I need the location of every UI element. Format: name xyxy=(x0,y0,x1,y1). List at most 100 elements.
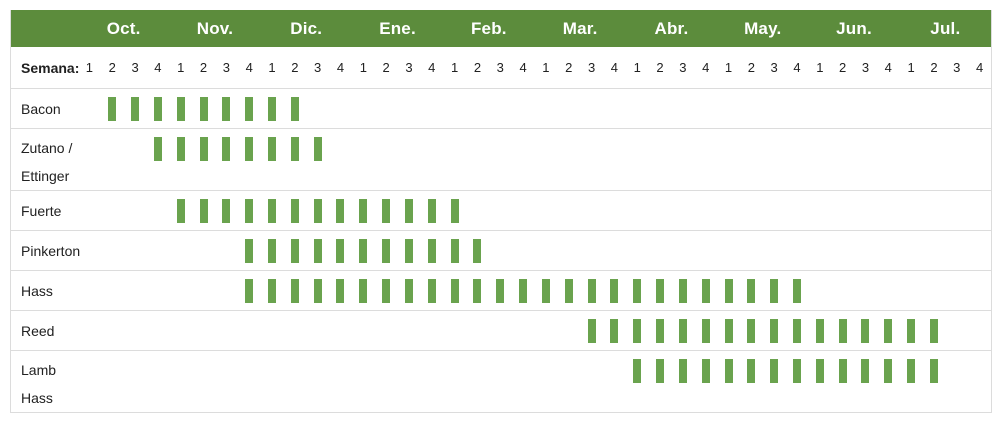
week-number: 3 xyxy=(222,60,230,75)
variety-label: Bacon xyxy=(11,89,78,128)
variety-label-line: Pinkerton xyxy=(21,242,81,259)
week-cell xyxy=(740,231,763,270)
availability-tick xyxy=(290,198,299,223)
week-cell xyxy=(101,271,124,310)
week-cell xyxy=(375,271,398,310)
week-cell xyxy=(420,311,443,350)
week-cell xyxy=(671,231,694,270)
availability-tick xyxy=(382,198,391,223)
availability-tick xyxy=(336,278,345,303)
week-cell xyxy=(808,129,831,190)
week-cell xyxy=(580,129,603,190)
week-cell xyxy=(671,271,694,310)
week-cell xyxy=(215,89,238,128)
week-cell xyxy=(420,351,443,412)
week-cell xyxy=(649,311,672,350)
week-cell xyxy=(443,311,466,350)
week-cell xyxy=(968,351,991,412)
week-cell xyxy=(945,311,968,350)
week-cell xyxy=(238,191,261,230)
week-cell xyxy=(877,89,900,128)
week-cell xyxy=(808,351,831,412)
week-cell xyxy=(306,129,329,190)
availability-tick xyxy=(313,238,322,263)
availability-tick xyxy=(199,96,208,121)
availability-tick xyxy=(473,238,482,263)
week-cell xyxy=(831,89,854,128)
week-cell xyxy=(945,271,968,310)
week-cell xyxy=(854,191,877,230)
availability-tick xyxy=(290,278,299,303)
week-cell xyxy=(763,231,786,270)
variety-row: Zutano / Ettinger xyxy=(11,128,991,190)
week-number: 3 xyxy=(314,60,322,75)
availability-tick xyxy=(587,318,596,343)
week-cell xyxy=(329,129,352,190)
availability-tick xyxy=(907,359,916,383)
week-cell xyxy=(352,271,375,310)
week-cell xyxy=(694,351,717,412)
week-cell xyxy=(535,311,558,350)
week-number: 4 xyxy=(336,60,345,75)
availability-tick xyxy=(815,318,824,343)
variety-label-line: Hass xyxy=(21,390,53,406)
week-cell xyxy=(398,311,421,350)
week-cell xyxy=(671,311,694,350)
week-cell xyxy=(854,351,877,412)
availability-tick xyxy=(222,137,231,161)
availability-tick xyxy=(222,96,231,121)
week-number: 1 xyxy=(542,60,550,75)
week-cell xyxy=(306,191,329,230)
week-cell xyxy=(146,89,169,128)
week-cell xyxy=(763,89,786,128)
availability-tick xyxy=(496,278,505,303)
week-cell xyxy=(489,311,512,350)
week-cell xyxy=(945,231,968,270)
availability-tick xyxy=(770,359,779,383)
availability-tick xyxy=(290,96,299,121)
week-cell xyxy=(557,129,580,190)
week-cell xyxy=(968,271,991,310)
week-number: 3 xyxy=(679,60,687,75)
week-cell xyxy=(124,89,147,128)
week-cell xyxy=(512,311,535,350)
week-cell xyxy=(466,231,489,270)
availability-tick xyxy=(792,278,801,303)
availability-tick xyxy=(701,359,710,383)
week-cell xyxy=(535,89,558,128)
month-label: Ene. xyxy=(379,18,416,38)
week-cell xyxy=(740,271,763,310)
week-cell xyxy=(169,231,192,270)
week-cell xyxy=(580,351,603,412)
week-cell xyxy=(375,351,398,412)
week-cell xyxy=(877,311,900,350)
availability-tick xyxy=(153,137,162,161)
week-cell xyxy=(261,271,284,310)
week-cell xyxy=(831,231,854,270)
availability-tick xyxy=(153,96,162,121)
availability-tick xyxy=(245,278,254,303)
week-number: 4 xyxy=(884,60,892,75)
week-cell xyxy=(649,89,672,128)
week-cell xyxy=(512,89,535,128)
week-cell xyxy=(671,191,694,230)
week-cell xyxy=(352,351,375,412)
week-cell xyxy=(215,271,238,310)
week-cell xyxy=(740,351,763,412)
week-cell xyxy=(466,351,489,412)
availability-tick xyxy=(450,238,459,263)
week-cell xyxy=(786,89,809,128)
week-cell xyxy=(466,129,489,190)
availability-tick xyxy=(541,278,550,303)
week-cell xyxy=(763,129,786,190)
availability-tick xyxy=(861,318,870,343)
week-cell xyxy=(626,89,649,128)
week-cell xyxy=(854,231,877,270)
week-number: 1 xyxy=(359,60,367,75)
week-cell xyxy=(283,129,306,190)
week-cell xyxy=(124,231,147,270)
week-cell xyxy=(923,191,946,230)
week-cell xyxy=(101,191,124,230)
week-number: 3 xyxy=(496,60,504,75)
week-number: 3 xyxy=(131,60,139,75)
